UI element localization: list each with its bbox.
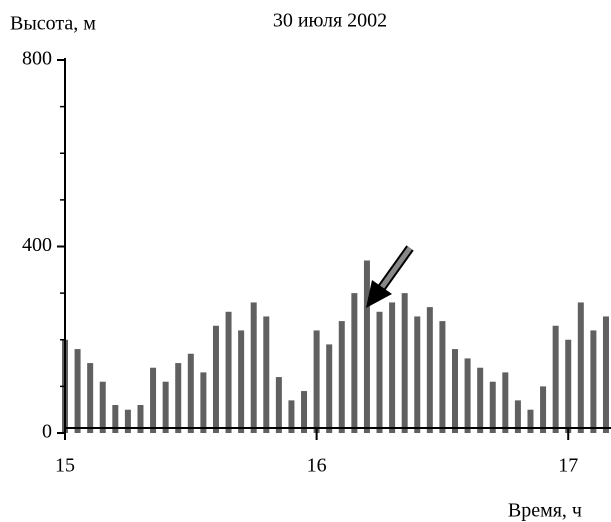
echo-bar [124, 409, 131, 433]
echo-bar [87, 363, 94, 433]
echo-bar [540, 386, 547, 433]
y-axis-label: Высота, м [10, 13, 96, 35]
echo-bar [200, 372, 207, 433]
echo-bar [238, 330, 245, 433]
echo-bar [137, 405, 144, 433]
echo-bar [414, 316, 421, 433]
arrow [366, 245, 414, 308]
x-tick-label: 17 [558, 455, 578, 477]
echo-bar [263, 316, 270, 433]
echo-bar [577, 302, 584, 433]
echo-bar [389, 302, 396, 433]
echo-bar [313, 330, 320, 433]
echo-bar [150, 367, 157, 433]
echo-bar [401, 293, 408, 433]
echo-bar [351, 293, 358, 433]
echo-bar [464, 358, 471, 433]
echo-bar [477, 367, 484, 433]
echo-bar [99, 381, 106, 433]
echo-bar [363, 260, 370, 433]
echo-bar [439, 321, 446, 433]
echo-bar [376, 311, 383, 433]
echo-bar [452, 349, 458, 433]
y-tick-label: 0 [42, 421, 52, 443]
echo-bar [326, 344, 333, 433]
chart-title: 30 июля 2002 [273, 10, 387, 32]
echo-bar [175, 363, 182, 433]
echo-bar [275, 377, 282, 433]
echo-bar [489, 381, 496, 433]
echo-bar [74, 349, 81, 433]
echo-bar [602, 316, 609, 433]
y-tick-label: 400 [22, 234, 52, 256]
echo-bar [288, 400, 295, 433]
echo-bar [187, 353, 194, 433]
echo-bar [338, 321, 345, 433]
echo-bar [426, 307, 433, 433]
echo-bar [162, 381, 169, 433]
echo-bar [225, 311, 232, 433]
x-tick-label: 15 [55, 455, 75, 477]
echo-bar [590, 330, 597, 433]
echo-bar [502, 372, 509, 433]
echo-bar [552, 325, 559, 433]
echo-bar [212, 325, 219, 433]
echo-bar [112, 405, 119, 433]
y-tick-label: 800 [22, 48, 52, 70]
echo-bar [301, 391, 308, 433]
x-tick-label: 16 [307, 455, 327, 477]
plot-area [62, 260, 609, 433]
echo-bar [565, 339, 572, 433]
echo-bar [514, 400, 521, 433]
echo-bar [527, 409, 534, 433]
x-axis-label: Время, ч [508, 500, 582, 522]
echo-bar [250, 302, 257, 433]
